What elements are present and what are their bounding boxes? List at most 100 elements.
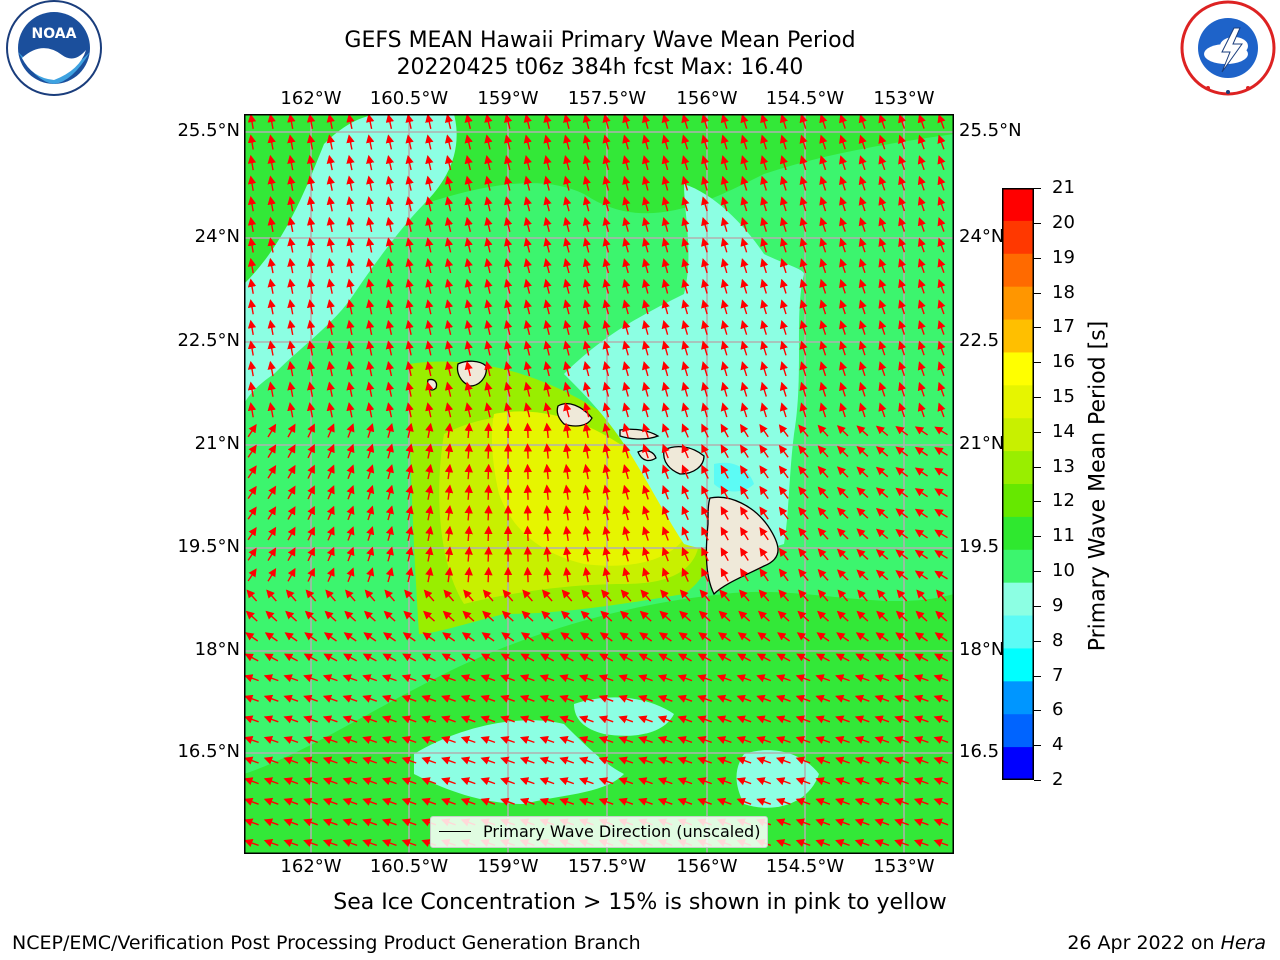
wave-direction-arrow (839, 217, 847, 232)
wave-direction-arrow (602, 567, 611, 583)
wave-direction-arrow (582, 443, 592, 459)
wave-direction-arrow (425, 134, 434, 150)
wave-direction-arrow (444, 505, 454, 521)
colorbar-segment (1002, 648, 1034, 682)
wave-direction-arrow (444, 340, 454, 356)
noaa-logo: NOAA (2, 0, 106, 100)
wave-direction-arrow (425, 361, 434, 377)
wave-direction-arrow (267, 216, 276, 233)
wave-direction-arrow (267, 381, 276, 397)
wave-direction-arrow (287, 299, 296, 315)
wave-direction-arrow (543, 319, 552, 335)
wave-direction-arrow (422, 632, 436, 642)
wave-direction-arrow (698, 610, 711, 622)
wave-direction-arrow (346, 134, 355, 150)
wave-direction-arrow (582, 134, 591, 150)
wave-direction-arrow (306, 257, 316, 274)
colorbar-segment (1002, 188, 1034, 222)
wave-direction-arrow (661, 484, 670, 500)
wave-direction-arrow (602, 402, 611, 418)
colorbar-segment (1002, 516, 1034, 551)
wave-direction-arrow (641, 237, 651, 253)
wave-direction-arrow (622, 525, 631, 541)
wave-direction-arrow (858, 217, 867, 232)
wave-direction-arrow (917, 402, 926, 418)
wave-direction-arrow (523, 155, 532, 171)
wave-direction-arrow (405, 402, 414, 418)
wave-direction-arrow (837, 425, 849, 437)
wave-direction-arrow (797, 610, 810, 622)
wave-direction-arrow (580, 610, 593, 622)
wave-direction-arrow (661, 114, 670, 129)
wave-direction-arrow (759, 444, 769, 458)
lat-tick-left: 18°N (194, 639, 240, 660)
colorbar-tick-label: 7 (1052, 664, 1064, 686)
wave-direction-arrow (701, 505, 709, 521)
wave-direction-arrow (681, 505, 690, 521)
wave-direction-arrow (914, 529, 928, 539)
wave-direction-arrow (346, 526, 355, 541)
wave-direction-arrow (858, 175, 867, 191)
wave-direction-arrow (836, 610, 849, 622)
wave-direction-arrow (740, 340, 749, 356)
wave-direction-arrow (543, 525, 552, 542)
wave-direction-arrow (366, 299, 375, 315)
wave-direction-arrow (796, 653, 811, 662)
wave-direction-arrow (405, 484, 414, 500)
wave-direction-arrow (701, 361, 710, 377)
wave-direction-arrow (661, 258, 670, 274)
wave-direction-arrow (385, 258, 395, 274)
wave-direction-arrow (563, 422, 572, 439)
wave-direction-arrow (917, 258, 926, 274)
wave-direction-arrow (622, 505, 631, 521)
wave-direction-arrow (504, 196, 513, 212)
wave-direction-arrow (602, 381, 611, 397)
wave-direction-arrow (484, 278, 493, 294)
wave-direction-arrow (895, 508, 909, 519)
wave-direction-arrow (819, 196, 828, 212)
wave-direction-arrow (543, 381, 552, 397)
wave-direction-arrow (602, 464, 611, 480)
wave-direction-arrow (247, 154, 257, 171)
wave-direction-arrow (444, 299, 454, 315)
wave-direction-arrow (835, 653, 850, 662)
wave-direction-arrow (245, 632, 259, 642)
wave-direction-arrow (563, 463, 572, 480)
wave-direction-arrow (799, 340, 808, 356)
wave-direction-arrow (681, 134, 690, 150)
wave-direction-arrow (247, 547, 257, 561)
colorbar-tick-label: 17 (1052, 316, 1075, 338)
wave-direction-arrow (305, 589, 317, 602)
wave-direction-arrow (484, 155, 493, 171)
wave-direction-arrow (504, 361, 513, 377)
colorbar-tick-mark (1034, 257, 1041, 259)
wave-direction-arrow (640, 589, 652, 602)
wave-direction-arrow (602, 175, 611, 191)
wave-direction-arrow (444, 566, 454, 583)
wave-direction-arrow (287, 506, 296, 520)
wave-direction-arrow (523, 505, 532, 521)
wave-direction-arrow (287, 547, 296, 562)
wave-direction-arrow (247, 134, 257, 150)
wave-direction-arrow (622, 422, 631, 438)
wave-direction-arrow (444, 134, 454, 150)
wave-direction-arrow (917, 114, 926, 129)
wave-direction-arrow (661, 546, 670, 562)
wave-direction-arrow (681, 464, 690, 479)
wave-direction-arrow (323, 632, 337, 642)
wave-direction-arrow (799, 196, 808, 212)
wave-direction-arrow (306, 278, 316, 294)
wave-direction-arrow (287, 444, 296, 459)
wave-direction-arrow (681, 381, 690, 397)
wave-direction-arrow (324, 610, 337, 622)
wave-direction-arrow (366, 154, 375, 171)
wave-direction-arrow (425, 175, 434, 191)
wave-direction-arrow (326, 505, 335, 521)
wave-direction-arrow (563, 237, 572, 253)
wave-direction-arrow (425, 216, 434, 232)
wave-direction-arrow (405, 525, 414, 541)
wave-direction-arrow (937, 340, 946, 356)
wave-direction-arrow (405, 299, 414, 315)
wave-direction-arrow (681, 175, 690, 191)
wave-direction-arrow (681, 216, 690, 232)
